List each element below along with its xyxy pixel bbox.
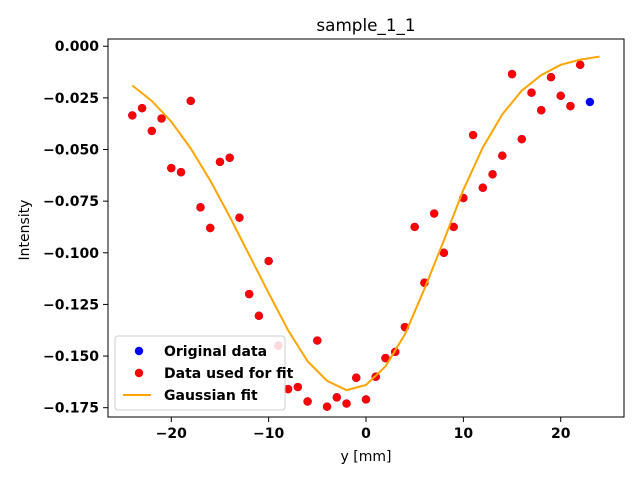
fit-data-point xyxy=(147,126,157,136)
fit-data-point xyxy=(225,153,234,162)
fit-data-point xyxy=(176,168,186,177)
original-data-point xyxy=(585,97,595,107)
fit-data-point xyxy=(283,384,293,394)
fit-data-point xyxy=(167,163,176,173)
y-tick-label: −0.050 xyxy=(43,143,99,159)
fit-data-point xyxy=(206,223,215,233)
fit-data-point xyxy=(546,73,556,82)
fit-data-point xyxy=(303,397,312,406)
y-tick-label: −0.025 xyxy=(43,91,99,107)
y-axis-label: Intensity xyxy=(17,200,33,261)
y-tick-label: −0.125 xyxy=(43,297,99,313)
x-tick-label: −10 xyxy=(253,426,284,442)
fit-data-point xyxy=(537,106,546,115)
axes: −20 −10 0 10 20 0.000 −0.025 −0.050 −0.075 −0.100… xyxy=(43,38,625,442)
legend-label: Gaussian fit xyxy=(164,388,258,404)
y-tick-label: −0.075 xyxy=(43,194,99,210)
fit-data-point xyxy=(293,382,303,392)
legend: Original data Data used for fit Gaussian f… xyxy=(114,335,294,411)
fit-data-point xyxy=(556,91,565,101)
fit-data-point xyxy=(361,395,371,404)
fit-data-point xyxy=(342,399,351,408)
x-tick-label: 20 xyxy=(551,426,571,442)
fit-data-point xyxy=(313,336,322,345)
fit-data-point xyxy=(352,373,361,382)
fit-data-point xyxy=(507,69,517,79)
x-tick-label: 0 xyxy=(361,426,371,442)
plot-area xyxy=(128,55,600,411)
x-tick-label: −20 xyxy=(156,426,187,442)
fit-data-point xyxy=(244,289,254,299)
fit-data-point xyxy=(410,222,419,232)
fit-data-point xyxy=(235,213,244,222)
legend-box xyxy=(114,335,286,411)
fit-data-point xyxy=(157,114,166,123)
fit-data-point xyxy=(429,209,439,218)
legend-marker xyxy=(134,368,144,378)
legend-label: Data used for fit xyxy=(164,366,294,382)
legend-label: Original data xyxy=(164,344,267,360)
fit-data-point xyxy=(322,402,332,411)
chart-title: sample_1_1 xyxy=(316,15,415,36)
fit-data-point xyxy=(186,96,195,106)
fit-data-point xyxy=(439,248,449,257)
fit-data-point xyxy=(332,393,341,402)
fit-data-point xyxy=(128,111,137,120)
fit-data-point xyxy=(381,353,390,363)
fit-data-point xyxy=(498,151,507,160)
fit-data-point xyxy=(575,60,585,70)
fit-data-point xyxy=(254,311,264,320)
y-tick-label: −0.175 xyxy=(43,401,99,417)
fit-data-point xyxy=(264,256,273,266)
fit-data-point xyxy=(449,222,458,232)
gaussian-fit-line xyxy=(131,55,600,392)
y-tick-label: 0.000 xyxy=(55,39,100,55)
fit-data-point xyxy=(566,101,575,111)
fit-data-point xyxy=(215,157,225,167)
fit-data-point xyxy=(137,103,147,113)
fit-data-point xyxy=(527,88,536,97)
y-tick-label: −0.100 xyxy=(43,246,99,262)
fit-data-point xyxy=(196,203,205,212)
fit-data-point xyxy=(478,183,488,192)
fit-data-point xyxy=(468,130,478,140)
fit-data-point xyxy=(488,170,497,179)
x-axis-label: y [mm] xyxy=(341,449,392,465)
fit-data-point xyxy=(517,134,526,144)
y-tick-label: −0.150 xyxy=(43,349,99,365)
legend-marker xyxy=(134,346,144,356)
x-tick-label: 10 xyxy=(454,426,474,442)
